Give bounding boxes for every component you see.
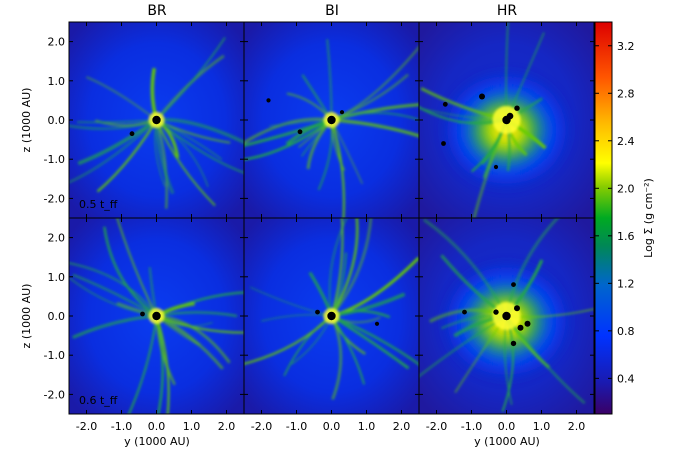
- x-tick-label: 0.0: [498, 420, 516, 433]
- sink-particle: [502, 311, 511, 321]
- y-tick-label: -1.0: [44, 153, 65, 166]
- sink-particle: [297, 129, 303, 135]
- sink-particle: [514, 105, 520, 111]
- panel-title-hr: HR: [497, 3, 518, 19]
- panel-title-bi: BI: [325, 3, 339, 19]
- x-tick-label: 2.0: [568, 420, 586, 433]
- sink-particle: [493, 164, 499, 170]
- sink-particle: [479, 93, 485, 100]
- sink-particle: [514, 305, 520, 312]
- x-tick-label: 1.0: [358, 420, 376, 433]
- sink-particle: [374, 321, 380, 326]
- x-tick-label: -1.0: [111, 420, 132, 433]
- colorbar-ticks: 0.4 0.8 1.2 1.6 2.0 2.4 2.8 3.2: [595, 40, 635, 385]
- x-tick-label: 1.0: [183, 420, 201, 433]
- panel-ticks: [69, 22, 244, 218]
- xlabel-left: y (1000 AU): [124, 435, 190, 448]
- x-tick-label: 0.0: [148, 420, 166, 433]
- sink-particle: [339, 110, 345, 115]
- colorbar-tick-label: 2.0: [617, 182, 635, 195]
- x-tick-label: 0.0: [323, 420, 341, 433]
- panel-title-br: BR: [147, 3, 167, 19]
- colorbar-tick-label: 0.8: [617, 325, 635, 338]
- sink-particle: [510, 340, 517, 347]
- ylabel-bottom: z (1000 AU): [20, 284, 33, 349]
- sink-particle: [441, 141, 446, 146]
- y-tick-label: -1.0: [44, 349, 65, 362]
- y-tick-label: 2.0: [48, 36, 66, 49]
- xlabel-right: y (1000 AU): [474, 435, 540, 448]
- x-tick-label: -2.0: [76, 420, 97, 433]
- sink-particle: [517, 324, 524, 331]
- sink-particle: [506, 112, 514, 120]
- sink-particle: [327, 311, 336, 321]
- sink-particle: [129, 131, 135, 137]
- sink-particle: [315, 309, 320, 315]
- sink-particle: [152, 311, 161, 321]
- y-tick-label: -2.0: [44, 192, 65, 205]
- panel-hr-top: [418, 21, 595, 219]
- sink-particle: [152, 115, 161, 125]
- y-tick-label: 0.0: [48, 310, 66, 323]
- x-tick-label: -2.0: [251, 420, 272, 433]
- sink-particle: [524, 320, 531, 327]
- panel-br-bottom: -2.0 -1.0 0.0 1.0 2.0 -2.0 -1.0 0.0 1.0 2.0: [44, 217, 245, 433]
- y-tick-label: -2.0: [44, 388, 65, 401]
- y-tick-label: 2.0: [48, 232, 66, 245]
- colorbar-tick-label: 2.8: [617, 87, 635, 100]
- x-tick-label: -1.0: [286, 420, 307, 433]
- x-tick-label: -1.0: [461, 420, 482, 433]
- y-tick-label: 1.0: [48, 271, 66, 284]
- sink-particle: [327, 115, 336, 125]
- panel-bi-bottom: -2.0 -1.0 0.0 1.0 2.0: [243, 217, 420, 433]
- sink-particle: [266, 98, 271, 103]
- panels-group: -2.0 -1.0 0.0 1.0 2.0 -2.0 -1.0 0.0 1.0 2.0 -2.0 -1…: [44, 21, 595, 433]
- x-tick-label: 2.0: [218, 420, 236, 433]
- sink-particle: [140, 311, 145, 317]
- colorbar-tick-label: 3.2: [617, 40, 635, 53]
- panel-ticks: [419, 218, 594, 414]
- y-tick-label: 1.0: [48, 75, 66, 88]
- colorbar-tick-label: 1.2: [617, 277, 635, 290]
- colorbar-tick-label: 2.4: [617, 135, 635, 148]
- x-tick-label: 1.0: [533, 420, 551, 433]
- panel-br-top: -2.0 -1.0 0.0 1.0 2.0: [44, 21, 245, 219]
- colorbar-label: Log Σ (g cm⁻²): [642, 178, 655, 258]
- panel-bi-top: [243, 21, 420, 219]
- sink-particle: [462, 309, 467, 315]
- panel-ticks: [419, 22, 594, 218]
- time-label-bottom: 0.6 t_ff: [79, 394, 118, 407]
- sink-particle: [511, 282, 516, 287]
- sink-particle: [442, 101, 448, 107]
- colorbar-tick-label: 1.6: [617, 230, 635, 243]
- ylabel-top: z (1000 AU): [20, 88, 33, 153]
- x-tick-label: 2.0: [393, 420, 411, 433]
- colorbar: [594, 21, 613, 415]
- panel-ticks: [244, 218, 419, 414]
- colorbar-tick-label: 0.4: [617, 372, 635, 385]
- sink-particle: [493, 309, 499, 315]
- x-tick-label: -2.0: [426, 420, 447, 433]
- time-label-top: 0.5 t_ff: [79, 198, 118, 211]
- y-tick-label: 0.0: [48, 114, 66, 127]
- panel-ticks: [244, 22, 419, 218]
- panel-hr-bottom: -2.0 -1.0 0.0 1.0 2.0: [418, 217, 595, 433]
- panel-ticks: [69, 218, 244, 414]
